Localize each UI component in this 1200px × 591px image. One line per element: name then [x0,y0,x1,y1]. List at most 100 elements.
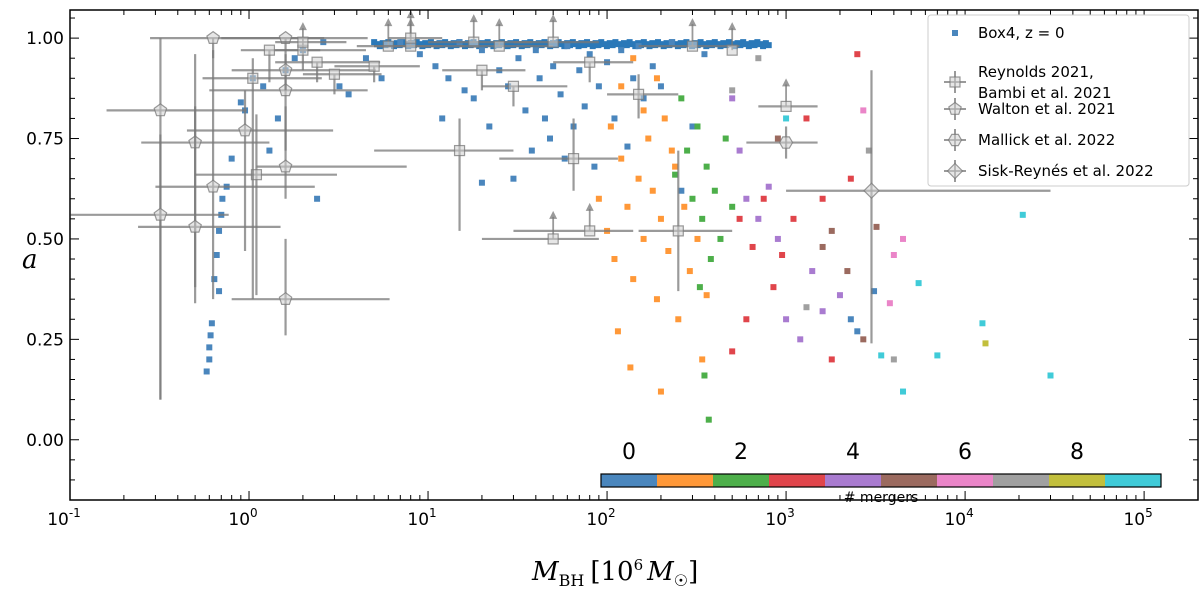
simulation-point [665,247,672,254]
observation-marker [263,44,276,56]
simulation-point [729,87,736,94]
simulation-point [694,123,701,130]
simulation-point [1047,372,1054,379]
observation-square [388,10,443,44]
simulation-point [614,328,621,335]
simulation-point [707,256,714,263]
simulation-point [649,187,656,194]
lower-limit-arrowhead [549,210,558,219]
simulation-point [206,356,213,363]
simulation-point [743,195,750,202]
simulation-point [755,55,762,62]
observation-marker [686,40,699,52]
simulation-point [618,83,625,90]
legend-marker [947,133,963,147]
legend-label: Reynolds 2021, [978,63,1094,81]
simulation-point [717,235,724,242]
legend-entry: Sisk-Reynés et al. 2022 [944,160,1154,182]
simulation-point [624,203,631,210]
axis-ticks [69,10,1199,500]
simulation-point [736,147,743,154]
lower-limit-arrowhead [384,18,393,27]
x-tick-label: 104 [944,506,973,530]
simulation-point [703,292,710,299]
simulation-point [557,91,564,98]
simulation-point [586,51,593,58]
simulation-point [470,95,477,102]
observation-square [607,74,679,119]
simulation-point [689,195,696,202]
simulation-point [618,47,625,54]
simulation-point [860,336,867,343]
observation-marker [507,80,520,92]
simulation-point [478,47,485,54]
simulation-point [653,75,660,82]
observation-square [638,150,733,292]
simulation-point [445,75,452,82]
simulation-point [536,75,543,82]
observation-square [481,210,599,245]
observation-marker [493,40,505,52]
simulation-point [564,43,571,50]
observation-square [638,18,740,52]
simulation-point [510,175,517,182]
observation-marker [368,60,380,72]
colorbar-segment [1049,474,1106,487]
observation-square [726,22,738,56]
observation-marker [278,291,293,305]
observation-square [334,60,420,83]
simulation-point [765,42,772,49]
simulation-point [790,215,797,222]
colorbar-tick-label: 6 [958,440,972,465]
observation-marker [278,159,293,173]
simulation-point [478,179,485,186]
colorbar-segment [937,474,994,487]
simulation-point [397,39,404,46]
simulation-point [873,223,880,230]
observation-points [70,10,1051,400]
observation-marker [153,103,168,117]
simulation-point [237,99,244,106]
observation-diamond [786,70,1051,344]
simulation-point [699,356,706,363]
simulation-point [783,316,790,323]
x-tick-label: 102 [586,506,615,530]
simulation-point [624,143,631,150]
simulation-point [653,296,660,303]
simulation-point [755,215,762,222]
colorbar-segment [825,474,882,487]
y-tick-label: 1.00 [26,29,64,49]
colorbar-segment [769,474,826,487]
observation-octagon [70,134,229,400]
simulation-point [760,195,767,202]
simulation-point [675,316,682,323]
observation-marker [405,32,417,44]
observation-marker [188,219,203,233]
observation-square [275,36,347,48]
colorbar: 0 2 4 6 8 # mergers [600,440,1162,506]
observation-octagon [106,38,247,400]
simulation-point [696,284,703,291]
colorbar-segment [657,474,714,487]
simulation-point [528,147,535,154]
legend-label: Box4, z = 0 [978,24,1064,42]
observation-marker [476,64,488,76]
simulation-point [847,175,854,182]
simulation-point [871,288,878,295]
simulation-point [672,171,679,178]
simulation-point [668,39,675,46]
simulation-point [649,63,656,70]
simulation-point [591,163,598,170]
simulation-point [836,292,843,299]
simulation-point [797,336,804,343]
simulation-point [900,235,907,242]
simulation-point [461,87,468,94]
simulation-point [729,348,736,355]
simulation-point [689,123,696,130]
colorbar-tick-label: 8 [1070,440,1084,465]
simulation-point [207,332,214,339]
y-tick-label: 0.25 [26,330,64,350]
x-tick-labels: 10-1 100 101 102 103 104 105 [47,506,1153,530]
simulation-point [729,203,736,210]
